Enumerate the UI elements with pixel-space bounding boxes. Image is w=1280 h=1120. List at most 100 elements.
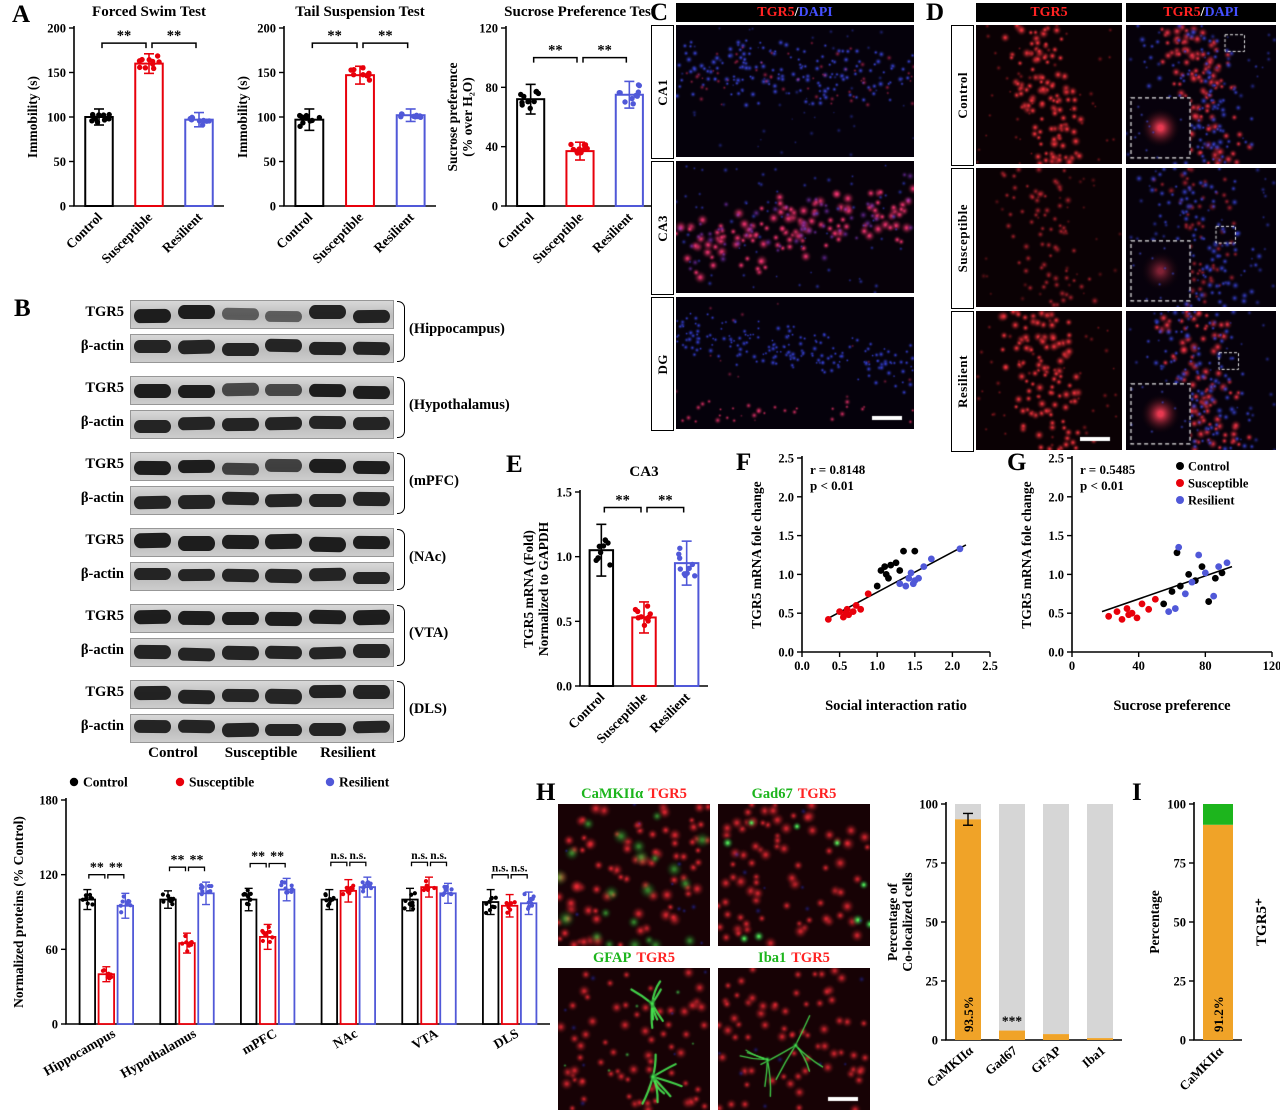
svg-text:0: 0 (932, 1034, 938, 1048)
svg-text:TGR5 mRNA fole change: TGR5 mRNA fole change (1019, 481, 1034, 628)
svg-text:180: 180 (39, 794, 58, 808)
panelC-row-label-CA3: CA3 (651, 161, 674, 295)
svg-text:2.5: 2.5 (778, 452, 794, 466)
blot-band (177, 689, 216, 705)
panelD-row-label-Susceptible: Susceptible (951, 168, 974, 309)
panelD-row-label-Resilient-text: Resilient (954, 355, 970, 408)
svg-text:Hippocampus: Hippocampus (41, 1026, 118, 1079)
svg-text:**: ** (548, 43, 563, 59)
svg-text:**: ** (90, 861, 104, 876)
panelC-header-seg: DAPI (798, 4, 833, 20)
blot-band (221, 462, 259, 475)
blot-band (134, 419, 172, 433)
panel-label-B: B (14, 295, 31, 322)
svg-text:Immobility (s): Immobility (s) (25, 76, 40, 158)
blot-band (177, 305, 216, 320)
svg-text:Control: Control (565, 689, 607, 731)
blot-band (352, 644, 390, 658)
svg-text:25: 25 (1174, 975, 1187, 989)
panelD-header-tgr5-dapi: TGR5/DAPI (1126, 3, 1276, 22)
svg-text:**: ** (167, 28, 182, 44)
panel-label-H: H (536, 779, 556, 806)
svg-text:1.5: 1.5 (778, 529, 794, 543)
svg-text:1.0: 1.0 (556, 550, 572, 564)
svg-text:**: ** (171, 853, 185, 868)
blot-group-label: Susceptible (224, 745, 298, 761)
svg-text:DLS: DLS (491, 1026, 521, 1052)
panelH-image-title-0-seg: TGR5 (648, 785, 687, 802)
svg-text:CaMKIIα: CaMKIIα (924, 1042, 977, 1090)
svg-text:**: ** (327, 28, 342, 44)
panelC-row-label-DG-text: DG (654, 353, 670, 375)
svg-text:200: 200 (47, 22, 66, 36)
svg-text:0.5: 0.5 (778, 607, 794, 621)
svg-text:0.0: 0.0 (778, 646, 794, 660)
svg-text:0.5: 0.5 (832, 659, 848, 673)
chart-social-interaction-scatter: 0.0 0.5 1.0 1.5 2.0 2.5 TGR5 mRNA fole change 0… (749, 452, 998, 715)
svg-text:**: ** (270, 849, 284, 864)
blot-band (221, 382, 259, 396)
chart-forced-swim-test: Forced Swim Test 0 50 100 150 200 Immobility (… (25, 4, 224, 266)
svg-text:Resilient: Resilient (1188, 493, 1235, 507)
svg-text:VTA: VTA (409, 1025, 441, 1052)
svg-text:93.5%: 93.5% (961, 996, 976, 1032)
panelD-header-tgr5: TGR5 (976, 3, 1122, 22)
svg-text:1.5: 1.5 (907, 659, 923, 673)
svg-text:2.0: 2.0 (778, 490, 794, 504)
svg-text:**: ** (109, 861, 123, 876)
svg-text:**: ** (597, 43, 612, 59)
svg-text:n.s.: n.s. (331, 850, 348, 862)
svg-text:91.2%: 91.2% (1211, 996, 1226, 1032)
blot-band (265, 338, 303, 354)
svg-text:Gad67: Gad67 (982, 1042, 1020, 1077)
blot-row-label: TGR5 (85, 608, 124, 624)
chart-sucrose-preference-test: Sucrose Preference Test 0 40 80 120 Sucrose p… (445, 4, 656, 266)
panel-label-G: G (1007, 449, 1027, 476)
svg-text:Resilient: Resilient (589, 209, 635, 255)
blot-region-label: (Hypothalamus) (409, 397, 510, 413)
blot-band (352, 685, 390, 700)
blot-band (308, 567, 347, 582)
blot-band (308, 609, 347, 625)
svg-text:mPFC: mPFC (239, 1026, 279, 1058)
blot-band (221, 689, 259, 702)
blot-row-label: TGR5 (85, 456, 124, 472)
svg-text:Susceptible: Susceptible (309, 210, 366, 267)
chart-tgr5-positive: 0 25 50 75 100 Percentage 91.2% CaMKIIα TGR5⁺ (1147, 798, 1270, 1094)
blot-band (308, 722, 347, 736)
panel-label-C: C (650, 0, 669, 26)
panelC-row-label-CA1: CA1 (651, 25, 674, 159)
blot-region-brace (397, 453, 405, 514)
blot-band (265, 724, 303, 737)
svg-text:TGR5 mRNA fole change: TGR5 mRNA fole change (749, 481, 764, 628)
blot-band (177, 611, 216, 626)
blot-band (265, 533, 303, 550)
svg-text:40: 40 (486, 140, 499, 154)
blot-band (134, 533, 172, 549)
blot-region-brace (397, 605, 405, 666)
blot-strip (130, 452, 394, 481)
panelH-image-title-3: Iba1 TGR5 (718, 950, 870, 966)
svg-text:0: 0 (60, 200, 66, 214)
svg-text:100: 100 (257, 111, 276, 125)
svg-text:1.5: 1.5 (1048, 529, 1064, 543)
blot-band (177, 416, 216, 431)
blot-band (134, 686, 172, 701)
svg-text:1.0: 1.0 (1048, 568, 1064, 582)
svg-text:75: 75 (1174, 857, 1187, 871)
blot-region-label: (VTA) (409, 625, 449, 641)
blot-band (352, 491, 390, 506)
svg-text:Resilient: Resilient (647, 689, 693, 735)
blot-region-label: (mPFC) (409, 473, 459, 489)
panelC-row-label-DG: DG (651, 297, 674, 431)
svg-text:0.0: 0.0 (794, 659, 810, 673)
svg-text:200: 200 (257, 22, 276, 36)
blot-band (265, 568, 303, 583)
blot-band (308, 383, 347, 398)
svg-text:(% over H₂O): (% over H₂O) (460, 77, 475, 157)
svg-text:Resilient: Resilient (339, 775, 390, 790)
svg-text:100: 100 (47, 111, 66, 125)
svg-text:n.s.: n.s. (411, 850, 428, 862)
svg-text:Control: Control (63, 209, 105, 251)
